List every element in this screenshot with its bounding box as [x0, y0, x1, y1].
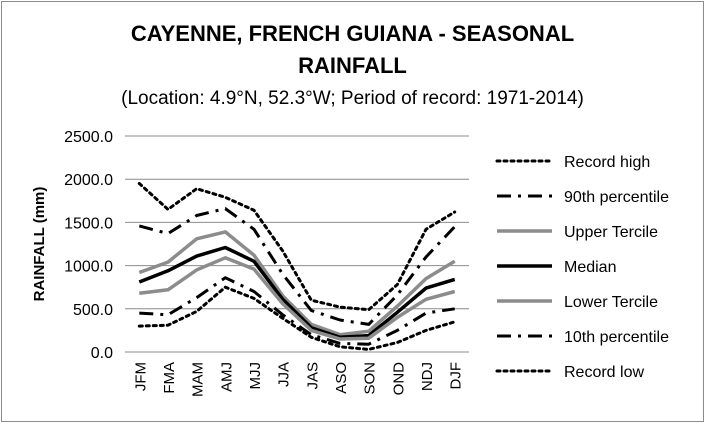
- x-tick-label: JJA: [276, 362, 293, 387]
- legend-label-lower-tercile: Lower Tercile: [564, 294, 658, 311]
- y-tick-label: 0.0: [91, 345, 113, 362]
- y-tick-label: 2000.0: [64, 172, 113, 189]
- x-tick-label: JFM: [132, 362, 149, 391]
- y-tick-label: 500.0: [73, 302, 113, 319]
- x-tick-label: AMJ: [218, 362, 235, 392]
- series-line-upper-tercile: [138, 230, 456, 337]
- x-tick-label: ASO: [333, 362, 350, 394]
- series-line-median: [138, 245, 456, 340]
- legend-label-record-low: Record low: [564, 364, 644, 381]
- legend-label-10th-percentile: 10th percentile: [564, 329, 669, 346]
- chart-title-line2: RAINFALL: [298, 53, 407, 78]
- legend-label-upper-tercile: Upper Tercile: [564, 224, 658, 241]
- x-tick-label: JAS: [304, 362, 321, 390]
- x-tick-label: MAM: [190, 362, 207, 397]
- legend-label-median: Median: [564, 259, 616, 276]
- y-tick-label: 1000.0: [64, 259, 113, 276]
- y-tick-label: 1500.0: [64, 215, 113, 232]
- x-tick-label: DJF: [448, 362, 465, 390]
- legend-label-record-high: Record high: [564, 154, 650, 171]
- x-tick-label: OND: [390, 362, 407, 396]
- x-tick-label: SON: [362, 362, 379, 395]
- chart-subtitle: (Location: 4.9°N, 52.3°W; Period of reco…: [121, 88, 584, 109]
- series-line-record-high: [137, 182, 457, 312]
- x-tick-label: MJJ: [247, 362, 264, 390]
- x-tick-label: FMA: [161, 362, 178, 394]
- series-line-lower-tercile: [139, 256, 456, 341]
- legend-label-90th-percentile: 90th percentile: [564, 189, 669, 206]
- chart-title-line1: CAYENNE, FRENCH GUIANA - SEASONAL: [130, 21, 575, 46]
- x-tick-label: NDJ: [419, 362, 436, 391]
- y-axis-label: RAINFALL (mm): [31, 187, 48, 302]
- y-tick-label: 2500.0: [64, 129, 113, 146]
- series-line-record-low: [137, 285, 457, 351]
